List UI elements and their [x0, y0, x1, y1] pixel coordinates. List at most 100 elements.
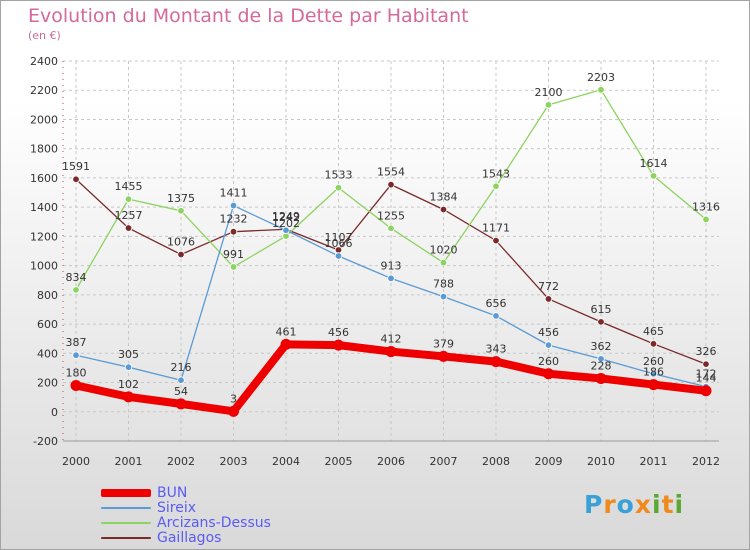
data-label: 465 [643, 325, 664, 338]
y-tick-label: 600 [37, 318, 58, 331]
data-label: 1232 [220, 213, 248, 226]
data-point [543, 368, 554, 380]
legend-swatch [101, 489, 151, 497]
data-point [123, 391, 134, 403]
x-tick-label: 2011 [640, 455, 668, 468]
data-point [175, 398, 187, 410]
axis-layer: -200 0 200 400 600 800 1000 1200 1400 1600 1800 200… [30, 55, 720, 468]
y-tick-label: 1800 [30, 143, 58, 156]
y-tick-label: 0 [51, 406, 58, 419]
data-label: 216 [171, 361, 192, 374]
data-label: 186 [643, 366, 664, 379]
legend-swatch [101, 522, 151, 524]
legend-label: Sireix [157, 500, 197, 516]
data-point [439, 205, 448, 214]
logo-letter: i [674, 490, 685, 519]
legend-label: Arcizans-Dessus [157, 515, 271, 531]
logo-letter: r [603, 490, 617, 519]
data-label: 1411 [220, 187, 248, 200]
data-point [177, 250, 185, 259]
legend-swatch [101, 537, 151, 539]
data-label: 991 [223, 248, 244, 261]
data-point [229, 201, 238, 210]
data-point [124, 363, 133, 371]
logo-letter: i [652, 490, 662, 519]
data-label: 102 [118, 378, 139, 391]
data-point [280, 338, 292, 350]
data-label: 772 [538, 280, 559, 293]
logo-letter: P [584, 490, 604, 519]
data-point [702, 215, 710, 224]
data-label: 1020 [430, 244, 458, 257]
y-tick-label: 2200 [30, 84, 58, 97]
data-label: 1533 [325, 169, 353, 182]
x-tick-label: 2012 [692, 455, 720, 468]
data-label: 913 [381, 259, 402, 272]
x-tick-label: 2006 [377, 455, 405, 468]
data-label: 1076 [167, 236, 195, 249]
y-tick-label: 1400 [30, 201, 58, 214]
data-point [544, 101, 553, 109]
data-label: 228 [591, 359, 612, 372]
data-label: 1255 [377, 209, 405, 222]
data-label: 326 [696, 345, 717, 358]
legend-item: Arcizans-Dessus [101, 516, 271, 530]
data-point [177, 376, 185, 384]
y-tick-label: 400 [37, 347, 58, 360]
data-point [72, 175, 80, 183]
data-point [334, 184, 343, 192]
data-point [492, 312, 500, 320]
data-label-layer: 180 102 54 3 461 456 412 379 343 260 228 186 144 387 3… [62, 71, 720, 406]
y-tick-label: 1200 [30, 230, 58, 243]
data-point [124, 195, 133, 203]
legend-label: BUN [157, 485, 188, 501]
data-label: 1614 [640, 157, 668, 170]
data-point [597, 318, 605, 326]
data-label: 1257 [115, 209, 143, 222]
data-label: 2203 [587, 71, 615, 84]
x-tick-label: 2004 [272, 455, 300, 468]
data-point [597, 86, 605, 94]
legend-label: Gaillagos [157, 530, 222, 546]
legend-swatch [101, 507, 151, 509]
data-label: 1455 [115, 180, 143, 193]
data-label: 412 [381, 333, 402, 346]
data-label: 1171 [482, 222, 510, 235]
data-point [124, 224, 133, 232]
legend: BUN Sireix Arcizans-Dessus Gaillagos [101, 486, 271, 546]
data-point [229, 263, 238, 271]
data-label: 1249 [272, 210, 300, 223]
data-point [544, 295, 553, 303]
x-tick-label: 2002 [167, 455, 195, 468]
data-point [177, 207, 185, 215]
data-point [72, 351, 80, 359]
x-tick-label: 2000 [62, 455, 90, 468]
y-tick-label: 1000 [30, 260, 58, 273]
data-label: 3 [230, 392, 237, 405]
data-label: 456 [328, 326, 349, 339]
logo-letter: o [616, 490, 635, 519]
data-point [333, 339, 344, 351]
data-point [700, 385, 712, 397]
data-label: 656 [486, 297, 507, 310]
y-tick-label: 2000 [30, 113, 58, 126]
data-label: 1554 [377, 166, 405, 179]
data-point [439, 258, 448, 267]
data-label: 260 [538, 355, 559, 368]
data-point [544, 341, 553, 349]
y-tick-label: 2400 [30, 55, 58, 68]
data-label: 1375 [167, 192, 195, 205]
y-tick-label: 800 [37, 289, 58, 302]
x-tick-label: 2010 [587, 455, 615, 468]
x-tick-label: 2001 [115, 455, 143, 468]
data-point [649, 172, 658, 180]
data-label: 180 [66, 366, 87, 379]
x-tick-label: 2005 [325, 455, 353, 468]
data-label: 461 [276, 325, 297, 338]
data-label: 1107 [325, 231, 353, 244]
data-point [228, 405, 239, 417]
data-point [72, 286, 80, 294]
chart-subtitle: (en €) [28, 29, 61, 42]
